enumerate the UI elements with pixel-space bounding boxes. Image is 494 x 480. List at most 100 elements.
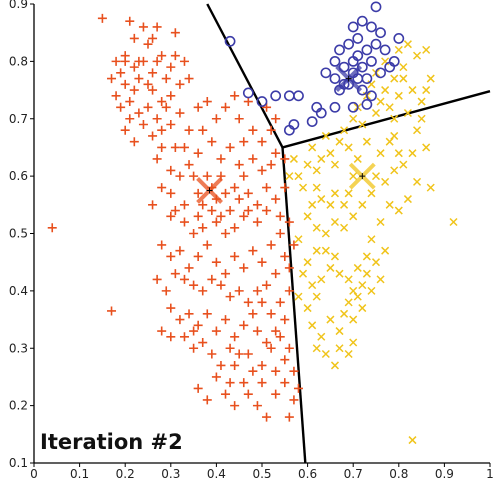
plus-point: [280, 154, 290, 164]
circle-point: [347, 21, 359, 33]
x-point: [426, 74, 435, 83]
plus-point: [157, 240, 167, 250]
x-tick-label: 0.3: [161, 467, 180, 480]
x-point: [317, 154, 326, 163]
y-tick-label: 0.7: [9, 112, 28, 126]
x-point: [376, 217, 385, 227]
plus-point: [170, 28, 180, 38]
plus-point: [266, 343, 276, 353]
circle-point: [370, 38, 382, 50]
plus-point: [175, 79, 185, 89]
plus-point: [198, 286, 208, 296]
plus-point: [239, 171, 249, 181]
circle-point: [366, 21, 377, 33]
x-point: [312, 344, 321, 353]
plus-point: [289, 240, 299, 250]
plus-point: [271, 114, 281, 124]
plus-point: [189, 229, 199, 238]
plus-point: [175, 171, 185, 181]
x-point: [340, 223, 349, 232]
plus-point: [252, 326, 262, 336]
x-tick-label: 0.4: [207, 467, 226, 480]
x-point: [413, 51, 422, 60]
plus-point: [257, 137, 267, 147]
x-tick-label: 0.7: [344, 467, 363, 480]
x-point: [289, 154, 298, 163]
circle-point: [352, 50, 364, 62]
x-point: [335, 269, 344, 278]
plus-point: [211, 114, 221, 124]
plus-point: [207, 274, 217, 284]
plus-point: [170, 51, 180, 61]
plus-point: [230, 183, 240, 193]
x-point: [321, 349, 330, 359]
y-tick-label: 0.4: [9, 284, 28, 298]
plus-point: [289, 366, 299, 376]
plus-point: [202, 97, 212, 107]
plus-point: [202, 240, 212, 250]
x-point: [326, 200, 335, 209]
plus-point: [262, 412, 272, 422]
plus-point: [152, 56, 162, 66]
plus-point: [129, 33, 139, 43]
plus-point: [166, 165, 176, 175]
plus-point: [129, 137, 139, 147]
x-point: [449, 217, 458, 227]
x-point: [335, 327, 344, 336]
x-point: [353, 154, 362, 163]
x-point: [371, 258, 381, 267]
plus-point: [152, 22, 162, 32]
boundary-line: [282, 90, 491, 149]
plus-point: [257, 360, 267, 370]
data-points: [47, 1, 458, 445]
boundary-line: [281, 147, 307, 464]
plus-point: [211, 372, 221, 382]
plus-point: [189, 343, 199, 353]
plus-point: [275, 332, 285, 342]
plus-point: [152, 274, 162, 284]
x-point: [294, 235, 303, 244]
x-point: [303, 258, 312, 267]
plus-point: [234, 114, 244, 124]
x-point: [340, 309, 349, 318]
x-point: [294, 292, 303, 301]
circle-point: [370, 1, 382, 13]
x-point: [312, 223, 321, 232]
plus-point: [230, 401, 240, 411]
plus-point: [184, 160, 194, 170]
x-point: [376, 149, 385, 158]
circle-point: [315, 107, 327, 119]
x-point: [385, 200, 394, 209]
x-point: [381, 86, 390, 95]
plus-point: [157, 97, 167, 107]
plus-point: [243, 206, 253, 216]
circle-point: [283, 90, 295, 102]
circle-point: [393, 33, 405, 44]
plus-point: [239, 211, 249, 221]
plus-point: [230, 91, 240, 101]
x-point: [330, 361, 339, 370]
x-point: [349, 114, 358, 123]
plus-point: [179, 332, 189, 342]
x-tick-label: 0.1: [70, 467, 89, 480]
plus-point: [129, 62, 139, 72]
plus-point: [211, 257, 221, 267]
x-point: [353, 263, 362, 272]
plus-point: [239, 378, 249, 388]
x-point: [299, 183, 308, 192]
plus-point: [284, 343, 294, 353]
x-point: [390, 114, 399, 123]
x-point: [403, 195, 412, 204]
x-point: [317, 332, 326, 341]
plus-point: [207, 349, 217, 359]
x-point: [367, 286, 376, 295]
plus-point: [230, 251, 240, 261]
circle-point: [334, 44, 345, 56]
plus-point: [257, 297, 267, 307]
axis-ticks: 0 0.1 0.2 0.3 0.4 0.5 0.6 0.7 0.8 0.9 10.10.20.30.…: [9, 0, 494, 480]
plus-point: [225, 343, 235, 353]
plus-point: [143, 39, 153, 49]
x-point: [390, 131, 399, 140]
plus-point: [262, 280, 272, 290]
x-point: [408, 86, 417, 95]
